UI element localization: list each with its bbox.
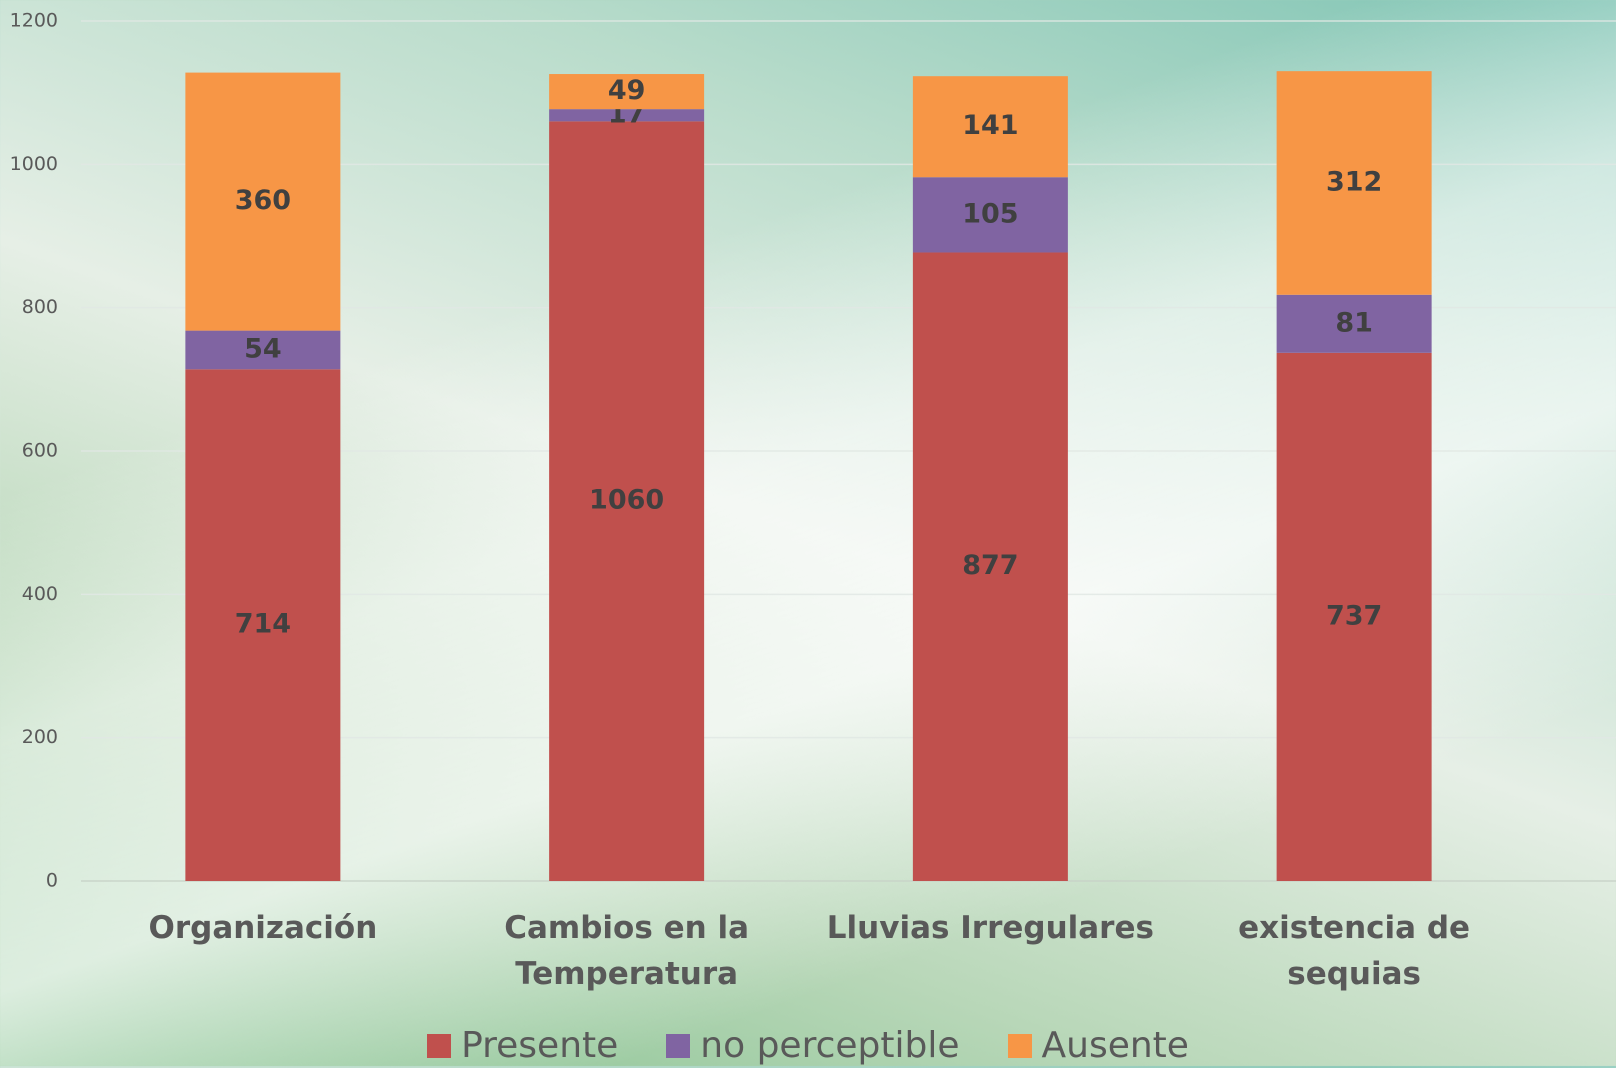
legend-label: no perceptible: [700, 1025, 960, 1066]
y-tick-label: 200: [22, 726, 58, 748]
data-label: 714: [235, 609, 291, 640]
y-tick-label: 600: [22, 440, 58, 462]
bar-segment: [549, 74, 705, 110]
data-label: 54: [244, 333, 282, 364]
bar-segment: [185, 369, 341, 881]
bar-segment: [185, 330, 341, 370]
legend-item: Presente: [427, 1024, 618, 1068]
legend: Presente no perceptible Ausente: [0, 1024, 1616, 1068]
x-tick-label: Cambios en la Temperatura: [504, 910, 749, 992]
legend-label: Presente: [461, 1025, 619, 1066]
y-tick-label: 1200: [10, 10, 58, 32]
x-tick-label: existencia de sequias: [1238, 910, 1471, 992]
bar-segment: [912, 252, 1068, 881]
legend-item: no perceptible: [666, 1024, 960, 1068]
y-tick-label: 800: [22, 296, 58, 318]
bar-segment: [912, 76, 1068, 178]
data-label: 877: [962, 550, 1018, 581]
bar-segment: [549, 121, 705, 882]
y-tick-label: 400: [22, 583, 58, 605]
legend-label: Ausente: [1041, 1025, 1189, 1066]
legend-swatch: [666, 1034, 691, 1058]
data-label: 49: [608, 75, 646, 106]
bar-segment: [1276, 71, 1432, 295]
y-tick-label: 1000: [10, 153, 58, 175]
bar-segment: [1276, 294, 1432, 353]
x-tick-label: Organización: [148, 910, 378, 946]
data-label: 360: [235, 185, 291, 216]
legend-item: Ausente: [1007, 1024, 1189, 1068]
data-label: 105: [962, 198, 1018, 229]
bar-segment: [1276, 352, 1432, 882]
data-label: 1060: [589, 485, 664, 516]
data-label: 141: [962, 110, 1018, 141]
legend-swatch: [1007, 1034, 1032, 1058]
data-label: 81: [1335, 307, 1373, 338]
bar-segment: [549, 109, 705, 122]
data-label: 737: [1326, 600, 1382, 631]
legend-swatch: [427, 1034, 452, 1058]
y-tick-label: 0: [46, 870, 58, 892]
bar-segment: [912, 177, 1068, 253]
x-tick-label: Lluvias Irregulares: [826, 910, 1154, 946]
data-label: 312: [1326, 166, 1382, 197]
bar-segment: [185, 72, 341, 331]
